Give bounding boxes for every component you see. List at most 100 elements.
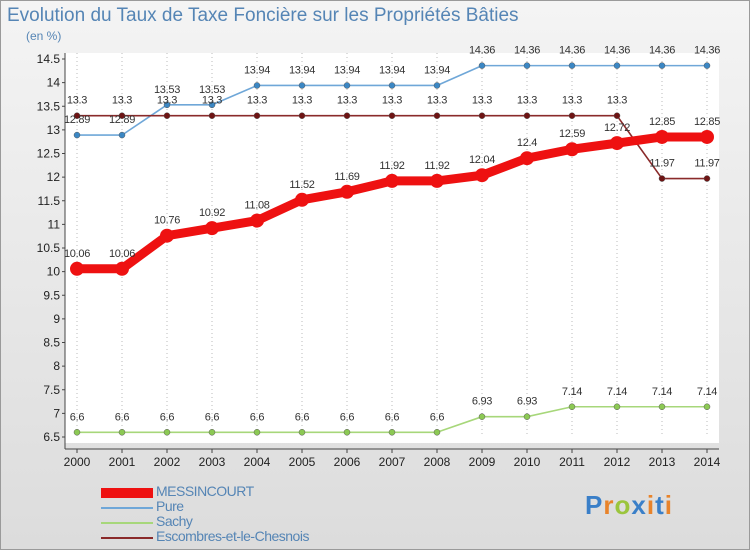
x-tick-label: 2003 — [199, 455, 226, 469]
data-label: 14.36 — [559, 45, 585, 57]
data-label: 14.36 — [649, 45, 675, 57]
logo-letter: x — [631, 490, 647, 520]
data-point — [523, 112, 531, 119]
data-point — [295, 192, 309, 207]
x-tick-label: 2011 — [559, 455, 585, 469]
x-tick-label: 2012 — [604, 455, 631, 469]
data-label: 14.36 — [469, 45, 495, 57]
legend-label: MESSINCOURT — [156, 483, 254, 499]
data-point — [568, 403, 576, 411]
data-label: 6.6 — [430, 411, 445, 423]
x-tick-label: 2005 — [289, 455, 316, 469]
data-label: 6.6 — [160, 411, 175, 423]
data-label: 10.06 — [109, 248, 135, 260]
data-point — [118, 131, 126, 139]
data-label: 13.94 — [289, 64, 315, 76]
data-label: 11.92 — [424, 160, 449, 172]
y-tick-label: 8.5 — [43, 336, 60, 350]
data-label: 13.3 — [382, 95, 402, 107]
data-point — [340, 184, 354, 199]
data-label: 12.4 — [517, 137, 537, 149]
data-point — [73, 112, 81, 119]
data-point — [253, 429, 261, 436]
data-label: 13.3 — [517, 95, 537, 107]
legend-swatch — [101, 507, 153, 509]
data-label: 12.59 — [559, 128, 585, 140]
data-label: 14.36 — [694, 45, 720, 57]
data-label: 6.6 — [70, 411, 85, 423]
legend-label: Escombres-et-le-Chesnois — [156, 528, 309, 544]
y-tick-label: 12.5 — [37, 147, 61, 161]
y-tick-label: 10 — [47, 265, 61, 279]
data-point — [343, 112, 351, 119]
data-label: 12.72 — [604, 122, 630, 134]
x-tick-label: 2013 — [649, 455, 676, 469]
data-label: 13.3 — [247, 95, 267, 107]
data-point — [385, 173, 399, 188]
data-point — [208, 101, 216, 109]
data-label: 7.14 — [697, 386, 717, 398]
data-label: 10.76 — [154, 215, 180, 227]
proxiti-logo: Proxiti — [585, 490, 673, 521]
data-point — [478, 112, 486, 119]
x-tick-label: 2006 — [334, 455, 361, 469]
data-point — [433, 429, 441, 436]
data-point — [388, 429, 396, 436]
data-label: 10.92 — [199, 207, 225, 219]
x-tick-label: 2014 — [694, 455, 721, 469]
y-tick-label: 7.5 — [43, 383, 60, 397]
data-point — [73, 131, 81, 139]
data-point — [703, 175, 711, 182]
data-point — [523, 413, 531, 420]
data-point — [433, 82, 441, 89]
data-label: 10.06 — [64, 248, 90, 260]
x-tick-label: 2002 — [154, 455, 181, 469]
data-point — [523, 62, 531, 69]
data-label: 13.3 — [427, 95, 447, 107]
x-tick-label: 2007 — [379, 455, 406, 469]
data-label: 11.97 — [649, 158, 674, 170]
data-point — [658, 403, 666, 411]
data-label: 6.93 — [472, 396, 492, 408]
data-label: 11.69 — [334, 171, 359, 183]
y-tick-label: 9.5 — [43, 288, 60, 302]
data-label: 13.3 — [607, 95, 627, 107]
data-point — [253, 82, 261, 89]
data-point — [658, 175, 666, 182]
data-label: 12.89 — [109, 114, 135, 126]
plot-area — [65, 53, 719, 443]
data-label: 13.53 — [154, 84, 180, 96]
y-tick-label: 13 — [47, 123, 61, 137]
y-tick-label: 12 — [47, 170, 61, 184]
y-tick-label: 13.5 — [37, 99, 61, 113]
data-label: 13.3 — [202, 95, 222, 107]
data-point — [703, 62, 711, 69]
data-point — [433, 112, 441, 119]
unit-label: (en %) — [26, 29, 62, 43]
data-point — [478, 413, 486, 420]
data-point — [70, 261, 84, 276]
data-point — [613, 112, 621, 119]
legend-label: Pure — [156, 498, 184, 514]
logo-letter: i — [646, 490, 656, 520]
data-label: 6.6 — [385, 411, 400, 423]
legend-swatch — [101, 522, 153, 524]
y-tick-label: 8 — [53, 359, 60, 373]
data-point — [658, 62, 666, 69]
data-point — [568, 112, 576, 119]
data-point — [115, 261, 129, 276]
data-point — [73, 429, 81, 436]
x-tick-label: 2004 — [244, 455, 271, 469]
data-point — [613, 62, 621, 69]
data-label: 11.97 — [694, 158, 719, 170]
data-label: 13.94 — [379, 64, 405, 76]
data-label: 6.6 — [295, 411, 310, 423]
data-point — [655, 129, 669, 144]
data-label: 13.3 — [337, 95, 357, 107]
data-point — [565, 142, 579, 157]
data-label: 6.6 — [340, 411, 355, 423]
data-label: 12.85 — [649, 116, 675, 128]
data-point — [163, 101, 171, 109]
